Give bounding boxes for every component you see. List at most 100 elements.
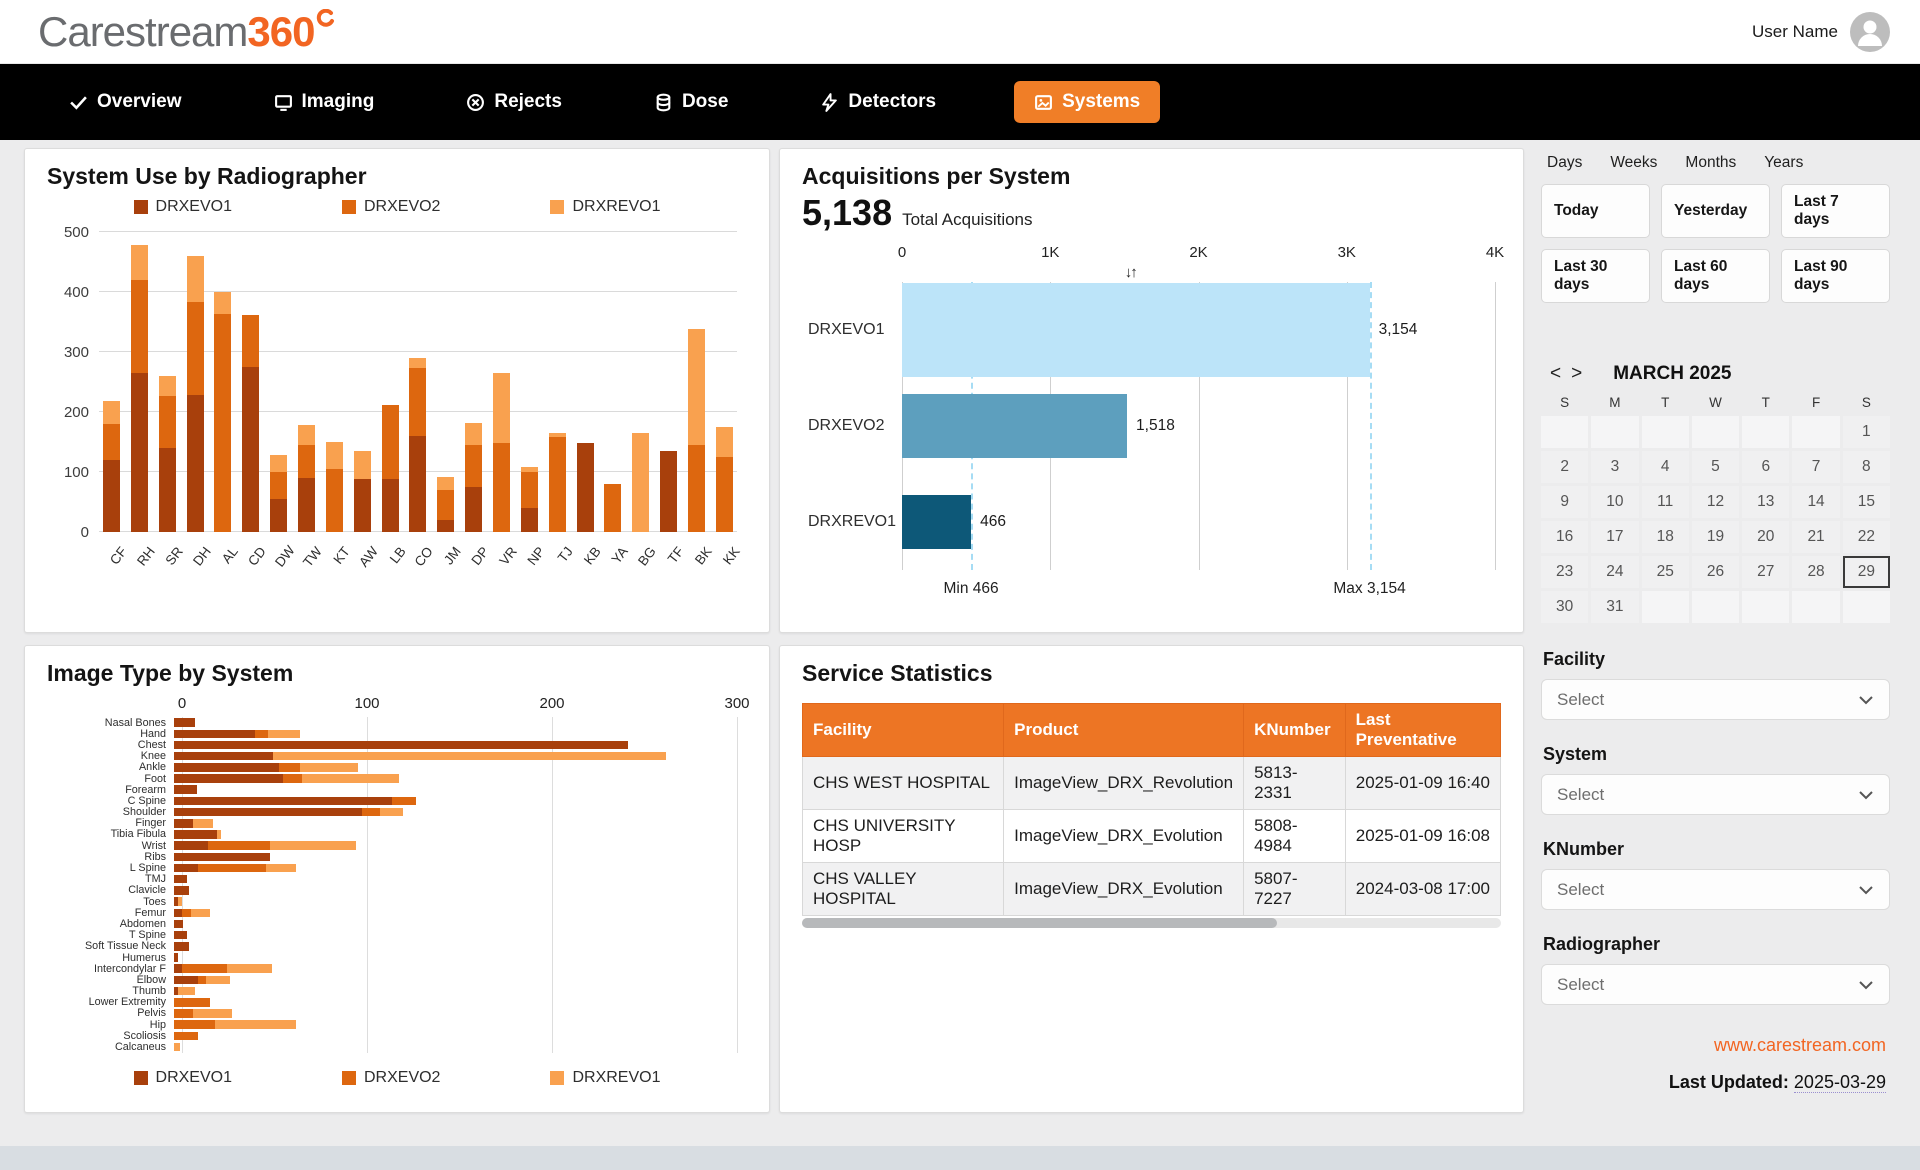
stacked-bar[interactable] (174, 795, 737, 806)
stacked-bar[interactable] (437, 232, 454, 532)
scrollbar-thumb[interactable] (802, 918, 1277, 928)
stacked-bar[interactable] (174, 829, 737, 840)
stacked-bar[interactable] (174, 728, 737, 739)
calendar-day-2[interactable]: 2 (1541, 451, 1588, 483)
calendar-day-23[interactable]: 23 (1541, 556, 1588, 588)
stacked-bar[interactable] (174, 751, 737, 762)
stacked-bar[interactable] (409, 232, 426, 532)
stacked-bar[interactable] (270, 232, 287, 532)
calendar-day-14[interactable]: 14 (1792, 486, 1839, 518)
stacked-bar[interactable] (174, 885, 737, 896)
column-header[interactable]: Product (1004, 704, 1244, 757)
calendar-day-30[interactable]: 30 (1541, 591, 1588, 623)
table-row[interactable]: CHS UNIVERSITY HOSPImageView_DRX_Evoluti… (803, 810, 1501, 863)
stacked-bar[interactable] (131, 232, 148, 532)
stacked-bar[interactable] (174, 773, 737, 784)
calendar-day-31[interactable]: 31 (1591, 591, 1638, 623)
stacked-bar[interactable] (326, 232, 343, 532)
nav-item-detectors[interactable]: Detectors (806, 81, 950, 123)
user-avatar[interactable] (1850, 12, 1890, 52)
nav-item-systems[interactable]: Systems (1014, 81, 1160, 123)
calendar-day-1[interactable]: 1 (1843, 416, 1890, 448)
calendar-day-28[interactable]: 28 (1792, 556, 1839, 588)
calendar-day-4[interactable]: 4 (1642, 451, 1689, 483)
stacked-bar[interactable] (174, 907, 737, 918)
calendar-day-20[interactable]: 20 (1742, 521, 1789, 553)
calendar-day-19[interactable]: 19 (1692, 521, 1739, 553)
stacked-bar[interactable] (174, 840, 737, 851)
select-system[interactable]: Select (1541, 774, 1890, 815)
calendar-day-12[interactable]: 12 (1692, 486, 1739, 518)
stacked-bar[interactable] (716, 232, 733, 532)
column-header[interactable]: Last Preventative (1345, 704, 1500, 757)
calendar-day-3[interactable]: 3 (1591, 451, 1638, 483)
stacked-bar[interactable] (298, 232, 315, 532)
stacked-bar[interactable] (577, 232, 594, 532)
calendar-day-16[interactable]: 16 (1541, 521, 1588, 553)
stacked-bar[interactable] (174, 930, 737, 941)
select-radiographer[interactable]: Select (1541, 964, 1890, 1005)
stacked-bar[interactable] (174, 1019, 737, 1030)
stacked-bar[interactable] (187, 232, 204, 532)
period-tab-weeks[interactable]: Weeks (1610, 154, 1657, 172)
calendar-day-27[interactable]: 27 (1742, 556, 1789, 588)
table-horizontal-scrollbar[interactable] (802, 918, 1501, 928)
stacked-bar[interactable] (354, 232, 371, 532)
stacked-bar[interactable] (174, 717, 737, 728)
stacked-bar[interactable] (174, 974, 737, 985)
stacked-bar[interactable] (174, 807, 737, 818)
stacked-bar[interactable] (103, 232, 120, 532)
calendar-day-9[interactable]: 9 (1541, 486, 1588, 518)
calendar-day-8[interactable]: 8 (1843, 451, 1890, 483)
calendar-day-24[interactable]: 24 (1591, 556, 1638, 588)
column-header[interactable]: Facility (803, 704, 1004, 757)
stacked-bar[interactable] (174, 918, 737, 929)
bar-drxevo1[interactable] (902, 283, 1370, 377)
bar-drxrevo1[interactable] (902, 495, 971, 549)
stacked-bar[interactable] (688, 232, 705, 532)
stacked-bar[interactable] (549, 232, 566, 532)
stacked-bar[interactable] (174, 818, 737, 829)
stacked-bar[interactable] (174, 762, 737, 773)
range-button-last-60-days[interactable]: Last 60 days (1661, 249, 1770, 303)
calendar-day-25[interactable]: 25 (1642, 556, 1689, 588)
stacked-bar[interactable] (521, 232, 538, 532)
stacked-bar[interactable] (174, 874, 737, 885)
select-facility[interactable]: Select (1541, 679, 1890, 720)
stacked-bar[interactable] (174, 1030, 737, 1041)
calendar-day-21[interactable]: 21 (1792, 521, 1839, 553)
carestream-link[interactable]: www.carestream.com (1714, 1035, 1886, 1055)
stacked-bar[interactable] (604, 232, 621, 532)
calendar-day-7[interactable]: 7 (1792, 451, 1839, 483)
stacked-bar[interactable] (174, 1041, 737, 1052)
select-knumber[interactable]: Select (1541, 869, 1890, 910)
nav-item-imaging[interactable]: Imaging (260, 81, 389, 123)
stacked-bar[interactable] (174, 896, 737, 907)
range-button-last-90-days[interactable]: Last 90 days (1781, 249, 1890, 303)
calendar-day-29[interactable]: 29 (1843, 556, 1890, 588)
table-row[interactable]: CHS VALLEY HOSPITALImageView_DRX_Evoluti… (803, 863, 1501, 916)
column-header[interactable]: KNumber (1244, 704, 1346, 757)
calendar-day-10[interactable]: 10 (1591, 486, 1638, 518)
stacked-bar[interactable] (174, 986, 737, 997)
stacked-bar[interactable] (632, 232, 649, 532)
stacked-bar[interactable] (174, 784, 737, 795)
stacked-bar[interactable] (174, 997, 737, 1008)
calendar-day-22[interactable]: 22 (1843, 521, 1890, 553)
calendar-day-15[interactable]: 15 (1843, 486, 1890, 518)
range-button-today[interactable]: Today (1541, 184, 1650, 238)
stacked-bar[interactable] (174, 851, 737, 862)
stacked-bar[interactable] (382, 232, 399, 532)
range-button-last-7-days[interactable]: Last 7 days (1781, 184, 1890, 238)
table-row[interactable]: CHS WEST HOSPITALImageView_DRX_Revolutio… (803, 757, 1501, 810)
range-button-yesterday[interactable]: Yesterday (1661, 184, 1770, 238)
calendar-next-icon[interactable]: > (1566, 363, 1587, 385)
sort-icon[interactable]: ↓↑ (1125, 264, 1136, 281)
range-button-last-30-days[interactable]: Last 30 days (1541, 249, 1650, 303)
stacked-bar[interactable] (660, 232, 677, 532)
stacked-bar[interactable] (174, 1008, 737, 1019)
period-tab-months[interactable]: Months (1685, 154, 1736, 172)
nav-item-dose[interactable]: Dose (640, 81, 742, 123)
calendar-day-6[interactable]: 6 (1742, 451, 1789, 483)
stacked-bar[interactable] (159, 232, 176, 532)
